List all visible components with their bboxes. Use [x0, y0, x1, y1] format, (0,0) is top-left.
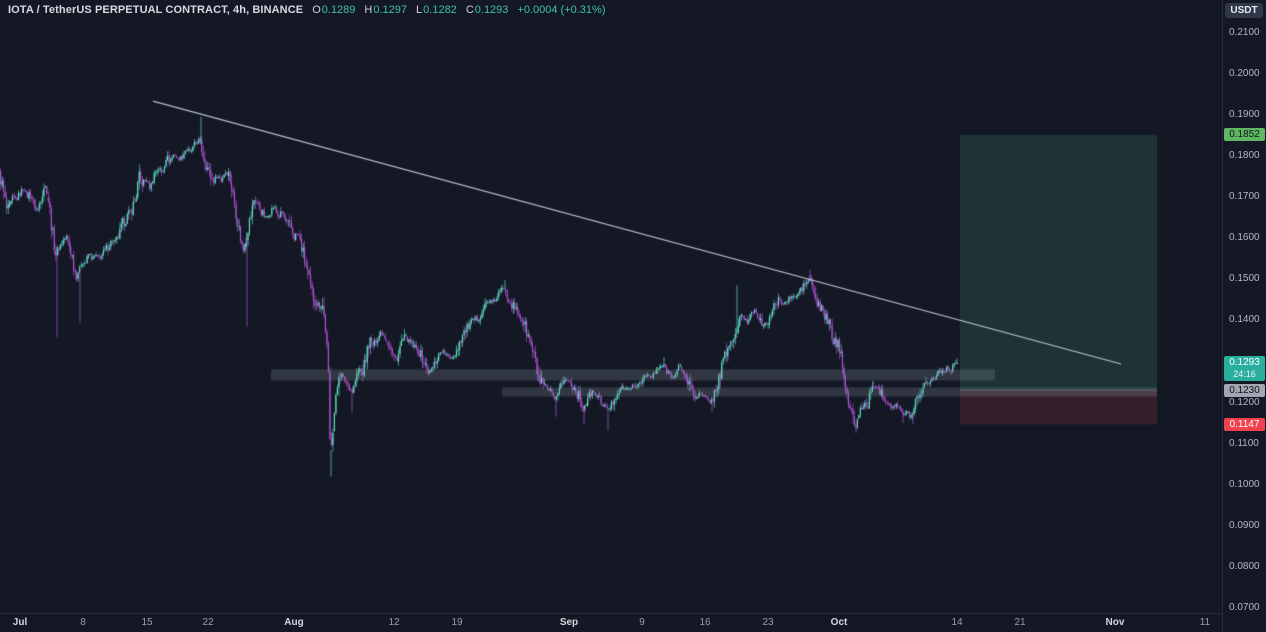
- symbol-title[interactable]: IOTA / TetherUS PERPETUAL CONTRACT, 4h, …: [8, 4, 304, 16]
- price-tick-label: 0.1600: [1229, 232, 1260, 243]
- ohlc-low: L0.1282: [416, 4, 457, 16]
- price-tick-label: 0.1000: [1229, 479, 1260, 490]
- time-tick-label: Sep: [559, 617, 579, 628]
- price-tick-label: 0.0900: [1229, 520, 1260, 531]
- chart-pane: IOTA / TetherUS PERPETUAL CONTRACT, 4h, …: [0, 0, 1222, 628]
- time-axis[interactable]: Jul 8 15 22 Aug 12 19 Sep 9 16 23 Oct 14 21 Nov 11: [0, 613, 1222, 632]
- ohlc-open: O0.1289: [312, 4, 356, 16]
- time-tick-label: Oct: [830, 617, 848, 628]
- price-chart-canvas[interactable]: [0, 0, 1222, 613]
- time-tick-label: 8: [80, 617, 86, 628]
- time-tick-label: 23: [762, 617, 774, 628]
- ohlc-high: H0.1297: [364, 4, 408, 16]
- ohlc-close: C0.1293: [465, 4, 509, 16]
- price-tick-label: 0.1200: [1229, 397, 1260, 408]
- time-tick-label: 9: [639, 617, 645, 628]
- price-tick-label: 0.1700: [1229, 191, 1260, 202]
- time-tick-label: 21: [1014, 617, 1026, 628]
- price-badge-stop: 0.1147: [1224, 418, 1265, 431]
- time-tick-label: 19: [451, 617, 463, 628]
- price-tick-label: 0.1400: [1229, 314, 1260, 325]
- price-axis[interactable]: USDT 0.2100 0.2000 0.1900 0.1800 0.1700 0.160…: [1222, 0, 1266, 632]
- price-badge-target: 0.1852: [1224, 128, 1265, 141]
- badge-price-value: 0.1852: [1229, 129, 1260, 140]
- badge-price-value: 0.1293: [1229, 357, 1260, 368]
- price-tick-label: 0.1900: [1229, 109, 1260, 120]
- price-tick-label: 0.2100: [1229, 27, 1260, 38]
- currency-toggle-button[interactable]: USDT: [1225, 3, 1263, 18]
- candle-countdown: 24:16: [1233, 369, 1256, 379]
- price-change: +0.0004 (+0.31%): [517, 4, 606, 16]
- badge-price-value: 0.1230: [1229, 385, 1260, 396]
- price-tick-label: 0.1100: [1229, 438, 1259, 449]
- price-tick-label: 0.1500: [1229, 273, 1260, 284]
- price-badge-current: 0.1293 24:16: [1224, 356, 1265, 381]
- price-tick-label: 0.1800: [1229, 150, 1260, 161]
- time-tick-label: Aug: [284, 617, 304, 628]
- price-tick-label: 0.0700: [1229, 602, 1260, 613]
- price-tick-label: 0.2000: [1229, 68, 1260, 79]
- time-tick-label: 16: [699, 617, 711, 628]
- time-tick-label: 14: [951, 617, 963, 628]
- time-tick-label: 12: [388, 617, 400, 628]
- time-tick-label: Jul: [12, 617, 28, 628]
- time-tick-label: 15: [141, 617, 153, 628]
- time-tick-label: Nov: [1105, 617, 1125, 628]
- price-badge-entry: 0.1230: [1224, 384, 1265, 397]
- symbol-legend: IOTA / TetherUS PERPETUAL CONTRACT, 4h, …: [8, 4, 606, 17]
- price-tick-label: 0.0800: [1229, 561, 1260, 572]
- time-tick-label: 11: [1199, 617, 1211, 628]
- time-tick-label: 22: [202, 617, 214, 628]
- badge-price-value: 0.1147: [1229, 419, 1260, 430]
